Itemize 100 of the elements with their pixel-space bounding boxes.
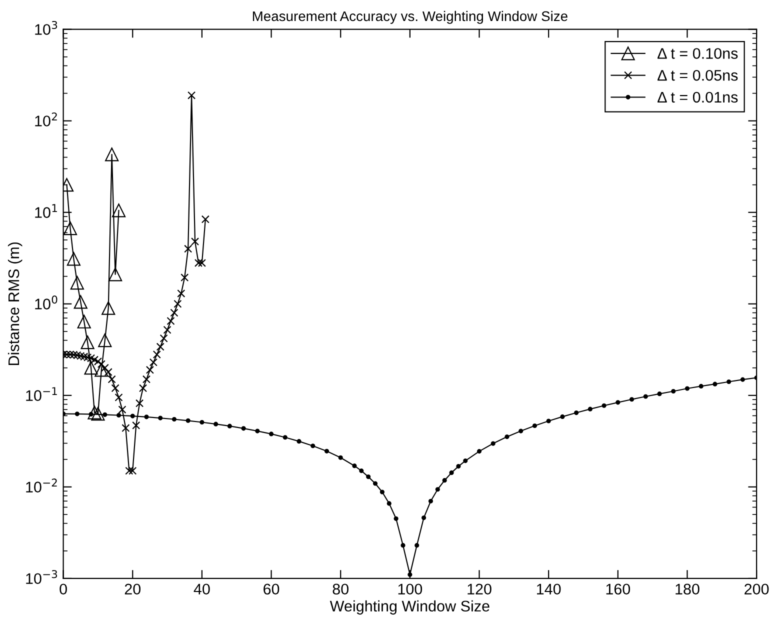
point: [518, 428, 524, 434]
x-tick-label: 40: [194, 584, 210, 595]
x-tick-label: 160: [606, 584, 630, 595]
point: [449, 470, 454, 475]
point: [657, 392, 662, 396]
point: [574, 410, 579, 416]
point: [190, 238, 200, 246]
point: [435, 487, 440, 492]
point: [97, 360, 106, 368]
y-tick-label: 10$^{2}$: [35, 112, 57, 126]
point: [77, 314, 91, 328]
point: [296, 439, 302, 444]
y-axis-title: Distance RMS (m): [8, 242, 22, 366]
point: [128, 466, 137, 475]
point: [400, 543, 406, 548]
point: [172, 416, 177, 422]
point: [74, 412, 80, 416]
point: [98, 334, 112, 348]
point: [602, 403, 606, 408]
y-tick-label: 10$^{3}$: [35, 20, 58, 35]
point: [180, 274, 189, 282]
point: [184, 244, 192, 253]
chart-title: Measurement Accuracy vs. Weighting Window Size: [252, 10, 568, 24]
point: [532, 423, 538, 428]
point: [166, 316, 175, 326]
point: [108, 268, 122, 282]
point: [122, 424, 130, 432]
point: [63, 221, 78, 236]
point: [104, 368, 112, 376]
point: [88, 412, 94, 417]
point: [70, 276, 84, 290]
point: [94, 363, 108, 377]
point: [282, 435, 288, 440]
y-tick-label: 10$^{0}$: [35, 296, 58, 310]
point: [255, 428, 260, 434]
point: [227, 424, 232, 428]
point: [698, 384, 704, 389]
point: [463, 458, 468, 464]
x-tick-label: 80: [332, 584, 349, 595]
y-tick-label: 10$^{−1}$: [26, 387, 57, 401]
point: [422, 516, 426, 520]
point: [442, 478, 447, 483]
y-tick-label: 10$^{1}$: [35, 204, 57, 218]
point: [132, 421, 140, 430]
x-tick-label: 180: [676, 584, 700, 595]
point: [116, 412, 122, 418]
legend-label: Δ t = 0.10ns: [658, 48, 738, 59]
point: [152, 350, 161, 359]
point: [102, 412, 108, 417]
x-tick-label: 100: [398, 584, 422, 595]
point: [112, 204, 126, 218]
point: [158, 416, 163, 420]
point: [149, 358, 158, 366]
point: [456, 464, 461, 469]
x-tick-label: 0: [60, 584, 67, 595]
point: [490, 441, 496, 446]
point: [386, 501, 392, 506]
x-tick-label: 200: [744, 584, 769, 595]
point: [118, 406, 126, 414]
point: [94, 357, 102, 366]
point: [643, 394, 648, 399]
point: [629, 397, 634, 402]
x-tick-label: 60: [264, 584, 280, 595]
legend-label: Δ t = 0.05ns: [658, 70, 738, 81]
point: [324, 448, 330, 454]
point: [84, 361, 98, 375]
point: [80, 336, 94, 350]
point: [139, 384, 148, 392]
x-axis-title: Weighting Window Size: [330, 600, 490, 615]
point: [671, 388, 676, 394]
y-tick-label: 10$^{−3}$: [26, 570, 58, 584]
y-tick-label: 10$^{−2}$: [26, 478, 57, 492]
point: [146, 366, 154, 374]
point: [201, 215, 210, 224]
point: [414, 543, 420, 548]
point: [198, 258, 206, 267]
point: [712, 382, 718, 386]
point: [310, 444, 316, 448]
point: [268, 432, 274, 436]
point: [130, 414, 135, 418]
point: [380, 490, 384, 494]
x-tick-label: 140: [537, 584, 561, 595]
point: [170, 308, 178, 317]
point: [194, 258, 203, 267]
point: [88, 406, 102, 420]
legend-label: Δ t = 0.01ns: [658, 92, 738, 103]
point: [560, 414, 565, 420]
point: [740, 377, 745, 382]
point: [214, 422, 218, 426]
point: [144, 414, 149, 420]
point: [372, 481, 378, 486]
point: [616, 400, 620, 405]
point: [136, 399, 144, 408]
point: [546, 418, 551, 424]
point: [108, 375, 116, 384]
point: [428, 498, 434, 504]
point: [111, 384, 120, 392]
point: [684, 386, 690, 391]
point: [394, 516, 398, 521]
point: [102, 301, 116, 315]
